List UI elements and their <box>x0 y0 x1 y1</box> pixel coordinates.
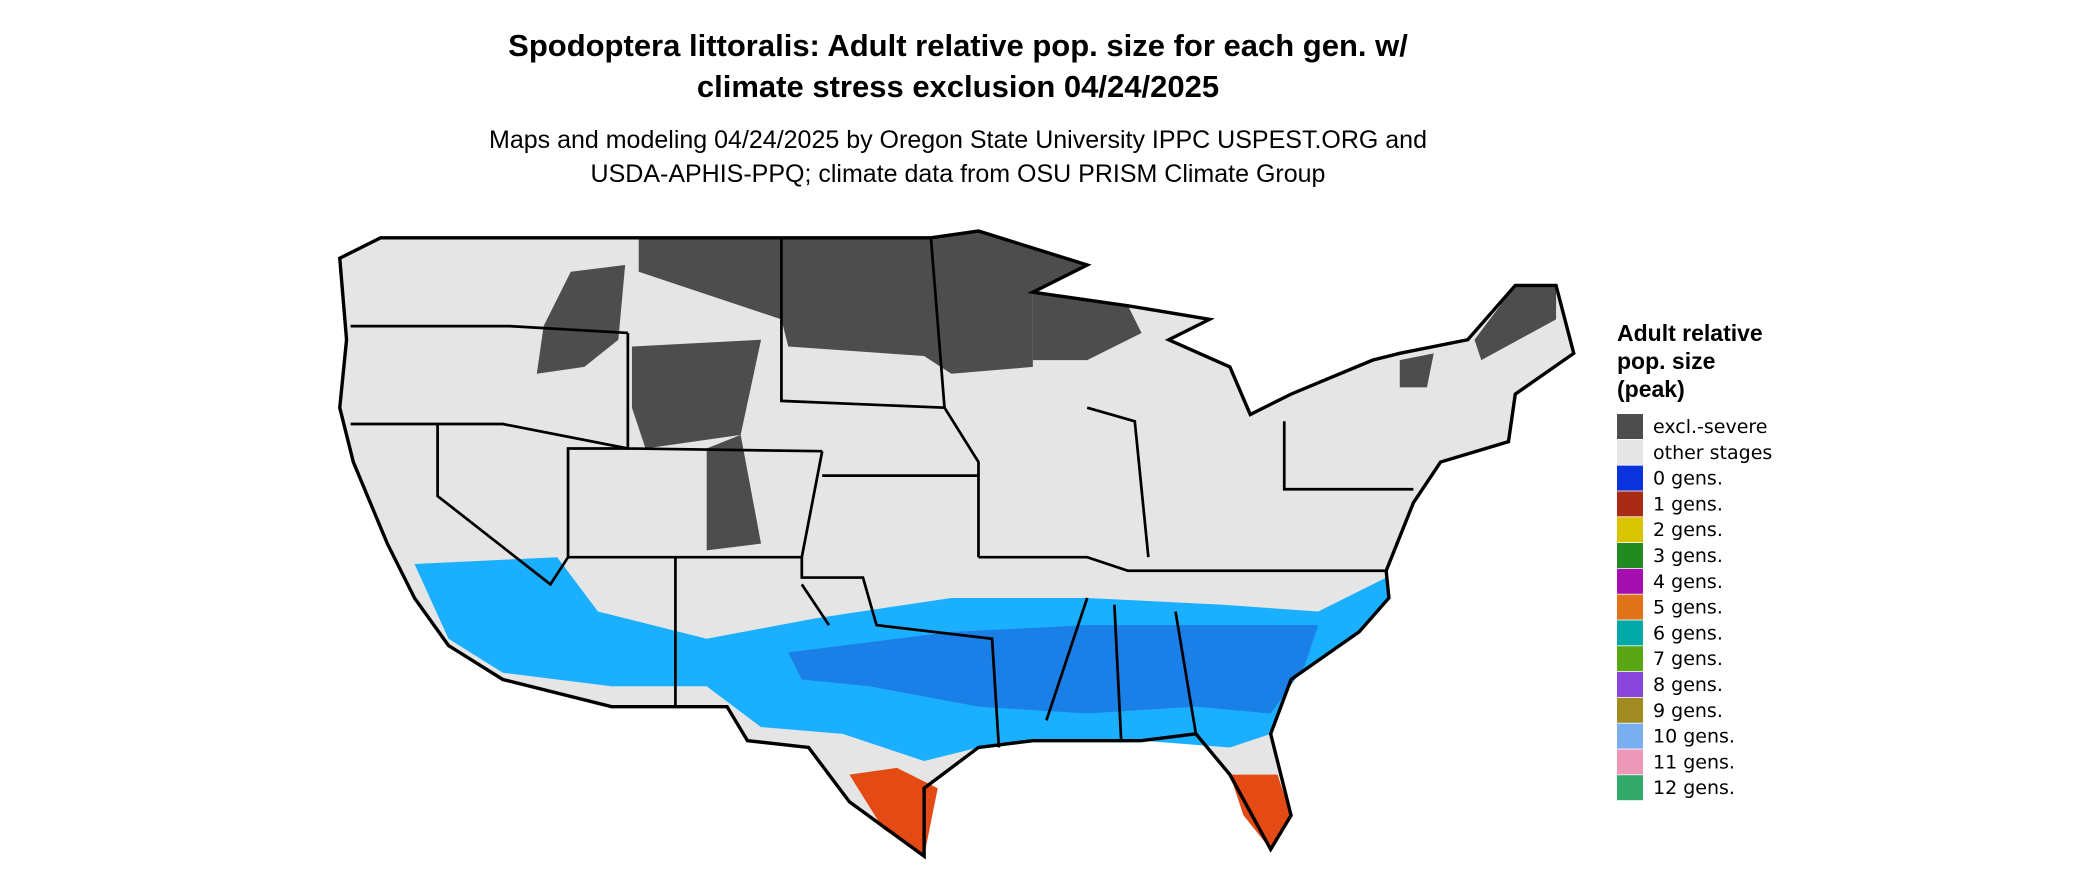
legend-swatch <box>1617 749 1643 775</box>
excluded-region <box>631 339 762 449</box>
gen-band <box>1229 774 1292 850</box>
legend-swatch <box>1617 620 1643 646</box>
us-map <box>337 229 1576 860</box>
legend-swatch <box>1617 697 1643 723</box>
excluded-region <box>1032 292 1142 361</box>
gen-band <box>788 625 1319 714</box>
legend-label: 8 gens. <box>1653 674 1723 696</box>
legend-swatch <box>1617 775 1643 801</box>
excluded-region <box>638 231 1088 374</box>
legend-swatch <box>1617 491 1643 517</box>
legend-label: 6 gens. <box>1653 622 1723 644</box>
legend-swatch <box>1617 646 1643 672</box>
legend-label: 0 gens. <box>1653 468 1723 490</box>
legend-title-line: (peak) <box>1617 376 1685 402</box>
excluded-region <box>1474 285 1557 361</box>
legend-title-line: pop. size <box>1617 348 1715 374</box>
legend-label: 9 gens. <box>1653 700 1723 722</box>
subtitle-line: Maps and modeling 04/24/2025 by Oregon S… <box>489 126 1427 154</box>
legend-label: 11 gens. <box>1653 751 1735 773</box>
subtitle-line: USDA-APHIS-PPQ; climate data from OSU PR… <box>591 160 1326 188</box>
excluded-region <box>536 265 626 374</box>
legend-swatch <box>1617 439 1643 465</box>
legend-label: 4 gens. <box>1653 571 1723 593</box>
us-outline <box>337 229 1576 860</box>
legend-label: other stages <box>1653 442 1772 464</box>
legend-swatch <box>1617 568 1643 594</box>
legend-label: 2 gens. <box>1653 519 1723 541</box>
legend-swatch <box>1617 465 1643 491</box>
legend: excl.-severe other stages 0 gens. 1 gens. 2 … <box>1617 414 1772 801</box>
legend-swatch <box>1617 723 1643 749</box>
legend-swatch <box>1617 594 1643 620</box>
legend-swatch <box>1617 672 1643 697</box>
legend-label: 5 gens. <box>1653 597 1723 619</box>
legend-label: 1 gens. <box>1653 493 1723 515</box>
title-line: climate stress exclusion 04/24/2025 <box>697 69 1219 104</box>
legend-title-line: Adult relative <box>1617 320 1763 346</box>
legend-swatch <box>1617 517 1643 543</box>
excluded-region <box>1399 353 1434 388</box>
title-line: Spodoptera littoralis: Adult relative po… <box>508 28 1408 63</box>
legend-swatch <box>1617 414 1643 439</box>
gen-band <box>849 767 938 857</box>
state-lines <box>350 237 1414 748</box>
legend-label: 3 gens. <box>1653 545 1723 567</box>
legend-label: 7 gens. <box>1653 648 1723 670</box>
legend-label: excl.-severe <box>1653 416 1768 438</box>
legend-swatch <box>1617 543 1643 568</box>
legend-label: 10 gens. <box>1653 726 1735 748</box>
excluded-region <box>706 434 762 551</box>
legend-label: 12 gens. <box>1653 777 1735 799</box>
